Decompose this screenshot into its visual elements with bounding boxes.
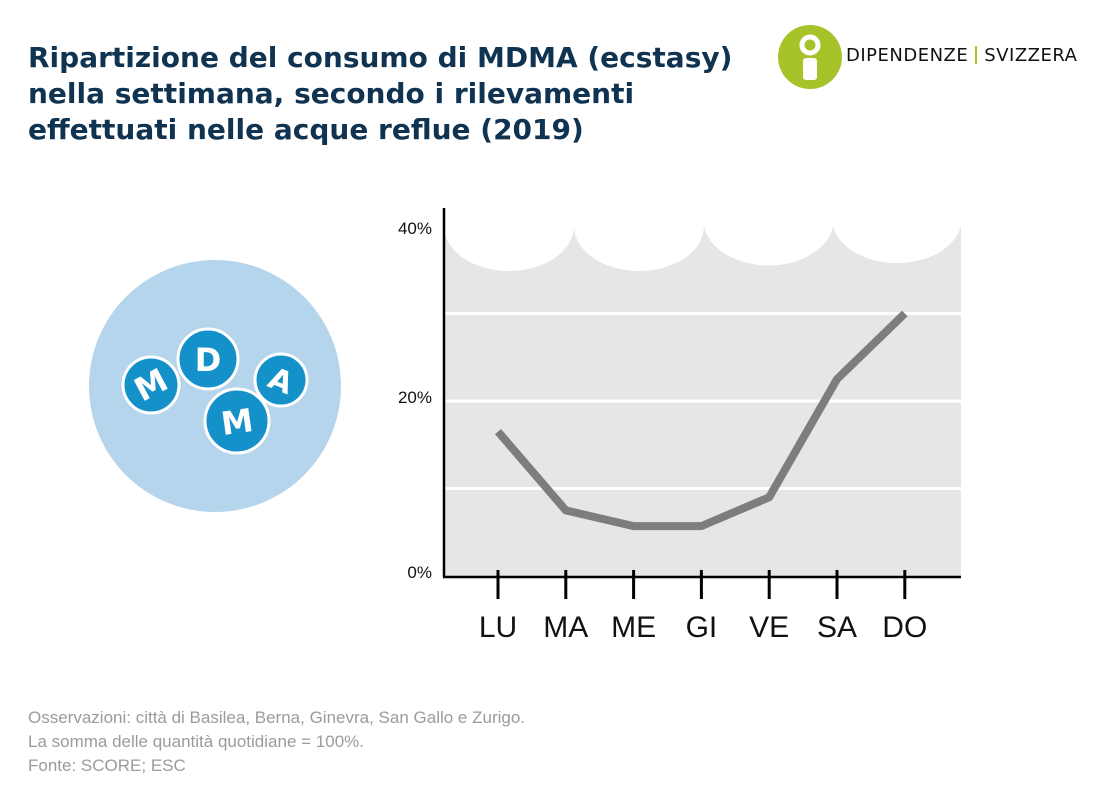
note-source: Fonte: SCORE; ESC — [28, 756, 186, 775]
y-tick-40: 40% — [398, 219, 432, 238]
x-ticks — [496, 570, 907, 599]
title-line-1: Ripartizione del consumo di MDMA (ecstas… — [28, 41, 733, 74]
pill-letter-2: D — [195, 341, 222, 379]
x-label-lu: LU — [479, 611, 517, 644]
y-tick-20: 20% — [398, 388, 432, 407]
x-label-ve: VE — [749, 611, 789, 644]
x-label-do: DO — [882, 611, 927, 644]
y-tick-0: 0% — [407, 563, 432, 582]
pill-ball-2: D — [176, 327, 240, 391]
gridlines — [444, 312, 961, 490]
footnotes: Osservazioni: città di Basilea, Berna, G… — [28, 706, 525, 778]
x-label-ma: MA — [543, 611, 588, 644]
plot-background — [444, 226, 961, 576]
y-tick-labels: 0% 20% 40% — [398, 219, 432, 582]
pill-ball-4: A — [253, 352, 309, 408]
series-line — [494, 310, 908, 531]
note-observations: Osservazioni: città di Basilea, Berna, G… — [28, 708, 526, 727]
title-line-2: nella settimana, secondo i rilevamenti — [28, 77, 635, 110]
x-label-me: ME — [611, 611, 656, 644]
x-tick-labels: LU MA ME GI VE SA DO — [479, 611, 927, 644]
note-sum: La somma delle quantità quotidiane = 100… — [28, 732, 364, 751]
logo-word-dipendenze: DIPENDENZE — [846, 45, 969, 66]
pill-letter-3: M — [219, 401, 256, 443]
chart-title: Ripartizione del consumo di MDMA (ecstas… — [28, 40, 788, 148]
info-person-icon — [778, 25, 842, 89]
title-line-3: effettuati nelle acque reflue (2019) — [28, 113, 584, 146]
mdma-pill-illustration: M D M A — [89, 260, 341, 512]
logo-word-svizzera: SVIZZERA — [984, 45, 1078, 66]
logo-wordmark: DIPENDENZE SVIZZERA — [846, 45, 1077, 66]
x-label-gi: GI — [686, 611, 718, 644]
x-label-sa: SA — [817, 611, 857, 644]
pill-ball-1: M — [121, 355, 181, 415]
logo: DIPENDENZE SVIZZERA — [778, 22, 1078, 92]
pill-ball-3: M — [203, 387, 271, 455]
logo-separator — [975, 46, 978, 64]
